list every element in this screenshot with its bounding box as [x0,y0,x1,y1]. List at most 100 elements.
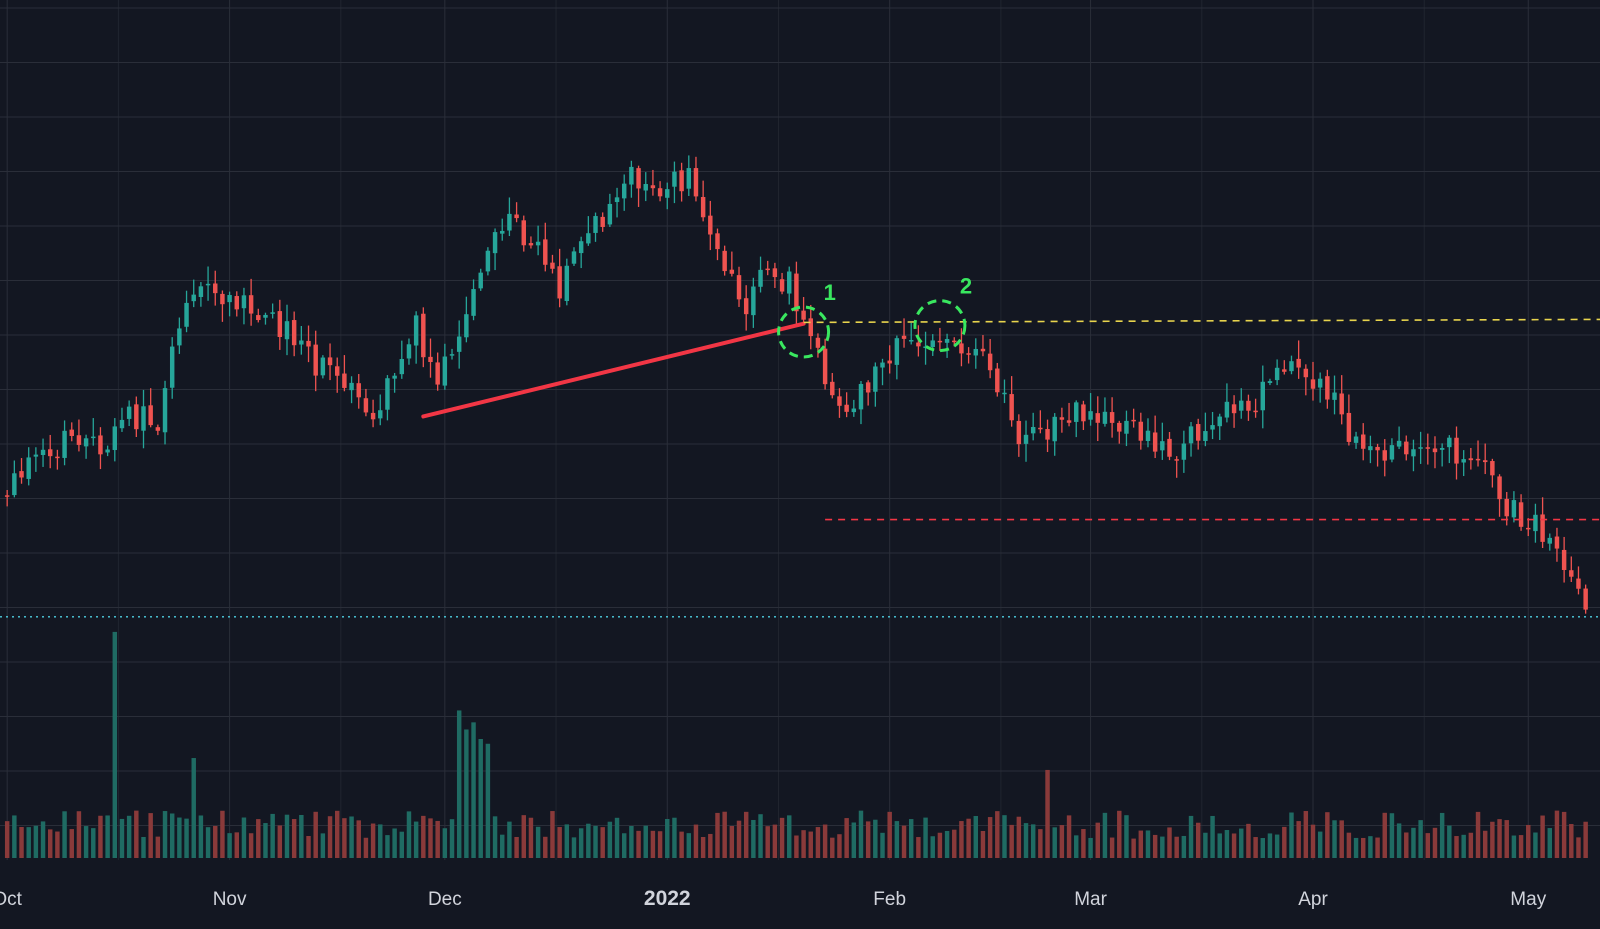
candle[interactable] [1332,375,1337,415]
candle[interactable] [995,362,1000,397]
candle[interactable] [76,419,82,452]
candle[interactable] [1425,433,1431,465]
candle[interactable] [19,458,24,484]
candle[interactable] [291,311,297,357]
candle[interactable] [564,258,570,306]
candle[interactable] [1561,536,1567,583]
candle[interactable] [241,287,247,325]
candle[interactable] [1325,369,1330,409]
candle[interactable] [621,174,627,211]
candle[interactable] [830,372,835,399]
candle[interactable] [220,290,225,322]
candle[interactable] [442,343,448,390]
candle[interactable] [112,418,118,462]
candle[interactable] [1289,355,1294,375]
candle[interactable] [715,228,720,261]
candle[interactable] [1554,527,1560,562]
candle[interactable] [449,348,455,360]
candle[interactable] [464,296,469,343]
candle[interactable] [428,338,433,378]
candle[interactable] [485,247,491,276]
candle[interactable] [1353,431,1359,449]
candle[interactable] [550,254,555,274]
candle[interactable] [1016,414,1022,457]
candle[interactable] [787,266,792,305]
candle[interactable] [1038,410,1043,434]
candle[interactable] [528,236,534,249]
candle[interactable] [629,160,634,198]
candle[interactable] [1461,450,1466,477]
candle[interactable] [1296,340,1301,379]
candle[interactable] [865,380,871,406]
candle[interactable] [851,399,857,417]
candle[interactable] [162,380,168,445]
candle[interactable] [1195,418,1201,450]
candle[interactable] [557,248,562,308]
candle[interactable] [1267,378,1273,386]
candle[interactable] [1439,443,1445,467]
candle[interactable] [901,318,907,348]
candle[interactable] [1124,410,1129,447]
candle[interactable] [413,311,419,364]
candle[interactable] [421,307,426,368]
candle[interactable] [98,427,103,470]
candle[interactable] [256,308,261,323]
candle[interactable] [801,297,806,324]
candle[interactable] [320,355,326,379]
candle[interactable] [234,291,239,317]
candle[interactable] [873,362,878,407]
candle[interactable] [1059,407,1065,433]
candle[interactable] [686,155,692,196]
candle[interactable] [1095,396,1100,442]
candle[interactable] [392,372,397,393]
candle[interactable] [299,325,304,355]
candle[interactable] [1210,411,1215,440]
candle[interactable] [1145,418,1151,448]
candle[interactable] [1375,443,1380,467]
candle[interactable] [736,266,742,307]
candle[interactable] [1540,497,1545,549]
candle[interactable] [1497,474,1502,517]
candle[interactable] [1188,421,1194,457]
candle[interactable] [1526,518,1531,537]
candle[interactable] [894,335,900,380]
candle[interactable] [1167,431,1172,461]
candle[interactable] [33,447,39,472]
candle[interactable] [858,380,864,425]
candle[interactable] [593,212,598,242]
candle[interactable] [1511,491,1517,523]
candle[interactable] [334,357,340,393]
candle[interactable] [987,338,993,379]
candle[interactable] [155,424,161,436]
candle[interactable] [1174,456,1179,478]
candle[interactable] [1274,359,1280,386]
candle[interactable] [119,407,125,432]
candle[interactable] [1131,408,1136,428]
candle[interactable] [399,340,405,379]
candle[interactable] [1074,400,1079,438]
candle[interactable] [543,222,548,272]
candle[interactable] [1088,393,1093,426]
candle[interactable] [808,304,813,350]
candle[interactable] [48,434,53,469]
candle[interactable] [1009,376,1014,427]
candle[interactable] [406,338,412,365]
candle[interactable] [1052,413,1057,456]
candle[interactable] [722,245,727,276]
candle[interactable] [1583,584,1588,614]
candle[interactable] [966,347,971,364]
candle[interactable] [492,228,498,271]
candle[interactable] [765,260,770,276]
candle[interactable] [1138,412,1144,450]
candle[interactable] [578,236,584,269]
candle[interactable] [729,251,735,277]
candle[interactable] [1547,533,1552,551]
candle[interactable] [1490,458,1495,488]
trendline[interactable] [421,321,806,419]
candle[interactable] [1282,360,1287,375]
candle[interactable] [837,388,842,418]
resistance-line[interactable] [803,318,1600,324]
candle[interactable] [1317,372,1323,403]
